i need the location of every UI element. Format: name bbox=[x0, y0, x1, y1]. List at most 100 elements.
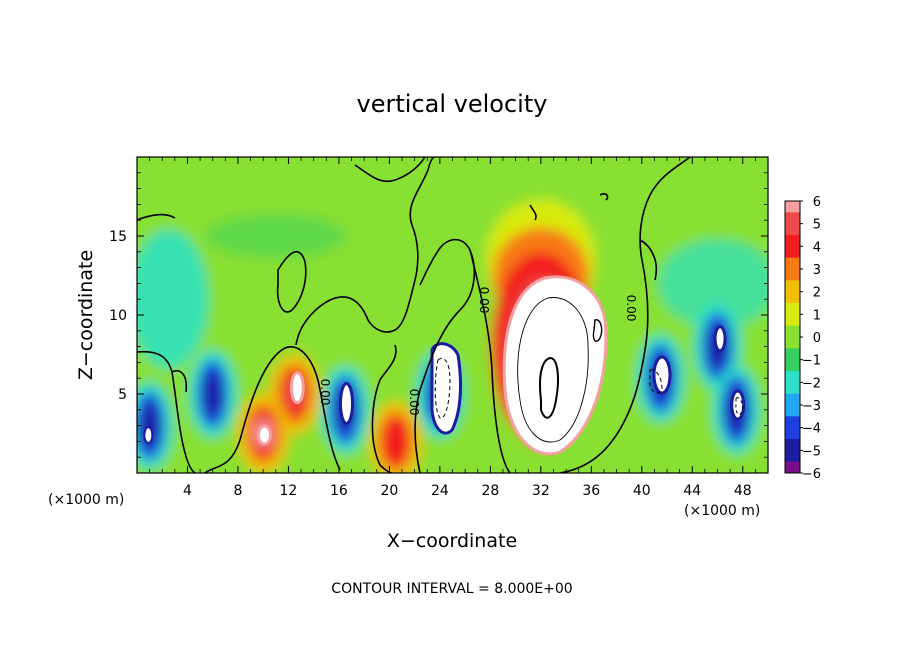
x-unit-right: (×1000 m) bbox=[684, 503, 760, 519]
colorbar-label: 0 bbox=[813, 331, 821, 346]
contour-lines bbox=[137, 157, 743, 473]
colorbar-swatch bbox=[785, 393, 800, 406]
x-tick-label: 32 bbox=[532, 483, 550, 499]
colorbar-label: −4 bbox=[802, 422, 821, 437]
updraft-core-overrange bbox=[256, 424, 272, 446]
downdraft-core-overrange bbox=[730, 389, 746, 421]
x-tick-label: 12 bbox=[280, 483, 298, 499]
x-tick-label: 24 bbox=[431, 483, 449, 499]
colorbar-label: 4 bbox=[813, 240, 821, 255]
contour-zero-line bbox=[137, 213, 176, 221]
contour-zero-line bbox=[529, 204, 537, 221]
colorbar-label: 3 bbox=[813, 263, 821, 278]
x-tick-label: 48 bbox=[734, 483, 752, 499]
contour-zero-line bbox=[599, 193, 609, 201]
contour-positive-line bbox=[539, 356, 559, 419]
updraft-core-overrange bbox=[502, 275, 608, 456]
contour-negative-line bbox=[649, 369, 663, 394]
y-tick-label: 5 bbox=[118, 387, 127, 403]
colorbar-label: −3 bbox=[802, 399, 821, 414]
colorbar-swatch bbox=[785, 337, 800, 349]
colorbar-swatch bbox=[785, 416, 800, 429]
colorbar-swatch bbox=[785, 235, 800, 247]
velocity-field bbox=[137, 157, 768, 473]
colorbar-swatch bbox=[785, 314, 800, 327]
chart-title: vertical velocity bbox=[357, 90, 548, 118]
contour-zero-line bbox=[371, 344, 397, 473]
downdraft-core bbox=[203, 372, 222, 416]
colorbar-label: −6 bbox=[802, 467, 821, 482]
contour-zero-line bbox=[414, 238, 476, 473]
y-tick-label: 10 bbox=[109, 308, 127, 324]
y-axis-label: Z−coordinate bbox=[75, 250, 97, 380]
x-unit-left: (×1000 m) bbox=[48, 492, 124, 508]
x-axis-label: X−coordinate bbox=[387, 530, 517, 552]
x-tick-label: 20 bbox=[380, 483, 398, 499]
contour-zero-line bbox=[354, 157, 426, 183]
colorbar-swatch bbox=[785, 461, 800, 474]
colorbar-swatch bbox=[785, 212, 800, 225]
colorbar-swatch bbox=[785, 382, 800, 395]
contour-labels: 0.00 0.00 0.00 0.00 bbox=[318, 287, 638, 416]
contour-label: 0.00 bbox=[624, 295, 638, 322]
downdraft-core-overrange bbox=[143, 426, 154, 445]
colorbar-label: 2 bbox=[813, 286, 821, 301]
colorbar-swatch bbox=[785, 303, 800, 315]
updraft-core bbox=[386, 427, 405, 456]
colorbar-swatch bbox=[785, 269, 800, 281]
field-smooth-layer bbox=[137, 157, 768, 473]
y-tick-label: 15 bbox=[109, 229, 127, 245]
colorbar-swatch bbox=[785, 280, 800, 293]
colorbar-swatch bbox=[785, 348, 800, 361]
colorbar-swatch bbox=[785, 439, 800, 451]
x-tick-label: 16 bbox=[330, 483, 348, 499]
x-axis-ticks: 4 8 12 16 20 24 28 32 36 40 44 48 bbox=[149, 157, 756, 499]
colorbar-swatch bbox=[785, 371, 800, 383]
x-tick-label: 40 bbox=[633, 483, 651, 499]
colorbar-label: −5 bbox=[802, 444, 821, 459]
colorbar-swatch bbox=[785, 405, 800, 417]
y-axis-ticks: 5 10 15 bbox=[109, 172, 768, 458]
contour-zero-line bbox=[171, 370, 188, 393]
contour-zero-line bbox=[639, 239, 658, 281]
colorbar-swatch bbox=[785, 201, 800, 213]
colorbar-swatch bbox=[785, 291, 800, 304]
contour-interval-note: CONTOUR INTERVAL = 8.000E+00 bbox=[331, 581, 572, 597]
contour-zero-line bbox=[295, 157, 435, 346]
contour-label: 0.00 bbox=[318, 379, 332, 406]
colorbar-label: 5 bbox=[813, 218, 821, 233]
field-sharp-layer bbox=[143, 275, 746, 456]
x-tick-label: 28 bbox=[481, 483, 499, 499]
downdraft-core-overrange bbox=[338, 381, 354, 425]
field-cell bbox=[205, 214, 346, 258]
contour-zero-line bbox=[276, 250, 307, 313]
contour-zero-line bbox=[137, 350, 196, 473]
colorbar-swatch bbox=[785, 223, 800, 236]
field-cell bbox=[657, 238, 768, 329]
colorbar-swatch bbox=[785, 427, 800, 440]
colorbar-swatch bbox=[785, 359, 800, 372]
colorbar-label: −2 bbox=[802, 376, 821, 391]
contour-zero-line bbox=[319, 389, 341, 471]
colorbar-swatch bbox=[785, 257, 800, 270]
colorbar-label: −1 bbox=[802, 354, 821, 369]
x-tick-label: 44 bbox=[683, 483, 701, 499]
colorbar-label: 1 bbox=[813, 308, 821, 323]
x-tick-label: 8 bbox=[233, 483, 242, 499]
contour-zero-line bbox=[469, 249, 511, 473]
colorbar-swatch bbox=[785, 246, 800, 259]
x-tick-label: 36 bbox=[582, 483, 600, 499]
updraft-core-overrange bbox=[289, 371, 305, 405]
x-tick-label: 4 bbox=[183, 483, 192, 499]
downdraft-core-overrange bbox=[652, 355, 672, 395]
downdraft-core-overrange bbox=[430, 342, 462, 435]
contour-zero-line bbox=[204, 346, 321, 473]
colorbar: 6 5 4 3 2 1 0 −1 −2 −3 −4 −5 −6 bbox=[784, 195, 821, 482]
contour-label: 0.00 bbox=[477, 287, 491, 314]
contour-positive-line bbox=[592, 319, 603, 342]
contour-label: 0.00 bbox=[407, 389, 421, 416]
colorbar-swatch bbox=[785, 325, 800, 338]
downdraft-core-overrange bbox=[713, 325, 727, 353]
